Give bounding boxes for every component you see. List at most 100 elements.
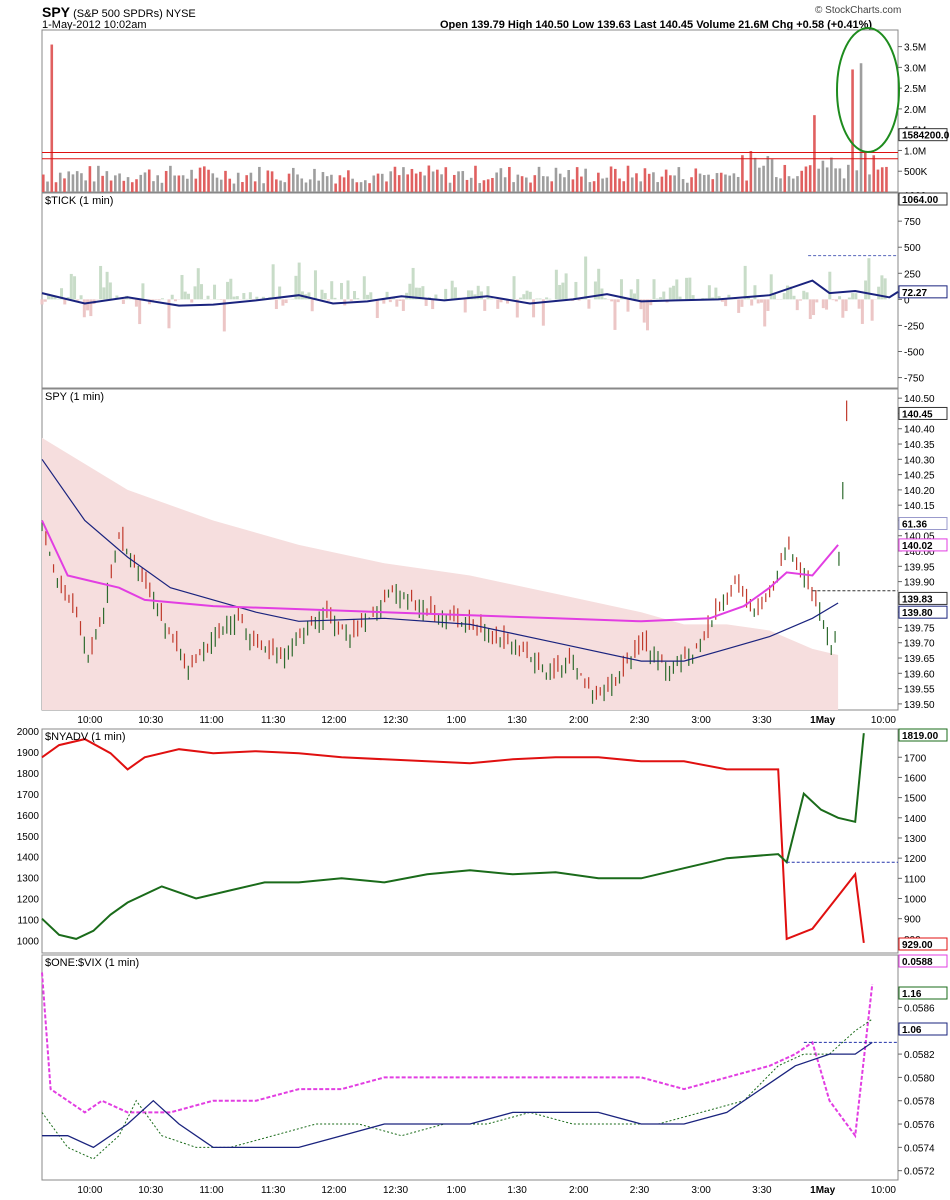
- volume-bar: [431, 171, 435, 192]
- volume-bar: [626, 165, 630, 192]
- chart-symbol-name: (S&P 500 SPDRs): [73, 8, 163, 20]
- stockcharts-brand: © StockCharts.com: [815, 5, 902, 16]
- x-axis-upper-label: 12:00: [321, 715, 346, 726]
- volume-bar: [821, 160, 825, 192]
- volume-bar: [444, 167, 448, 192]
- volume-bar: [406, 174, 409, 192]
- onevix-c-tag-box: [898, 1022, 948, 1036]
- volume-bar: [516, 174, 520, 192]
- volume-bar: [461, 171, 465, 192]
- nyadv-right-tick-label: 1400: [904, 814, 927, 825]
- tick-tick-label: 750: [904, 217, 921, 228]
- spy-tick-label: 139.60: [904, 669, 935, 680]
- volume-bar: [859, 63, 863, 192]
- onevix-tick-label: 0.0580: [904, 1073, 935, 1084]
- spy-ma-d-tag-label: 139.80: [902, 608, 933, 619]
- volume-bar: [766, 156, 770, 192]
- volume-bar: [597, 172, 600, 192]
- onevix-panel-title: $ONE:$VIX (1 min): [45, 957, 139, 969]
- volume-bar: [97, 165, 100, 192]
- volume-bar: [308, 179, 312, 192]
- volume-bar: [42, 174, 45, 192]
- nyadv-left-tick-label: 1900: [17, 748, 40, 759]
- onevix-tick-label: 0.0576: [904, 1120, 935, 1131]
- x-axis-lower-label: 3:00: [691, 1185, 711, 1196]
- volume-bar: [207, 169, 210, 192]
- volume-bar: [613, 168, 617, 192]
- spy-tick-label: 139.90: [904, 578, 935, 589]
- volume-bar: [215, 177, 219, 192]
- tick-last-tag-box: [898, 192, 948, 206]
- volume-bar: [156, 175, 159, 192]
- tick-tick-label: 0: [904, 295, 910, 306]
- volume-bar: [838, 168, 842, 192]
- volume-bar: [452, 174, 456, 192]
- volume-bar: [279, 180, 282, 192]
- nyadv-right-tick-label: 1200: [904, 854, 927, 865]
- volume-bar: [54, 182, 58, 192]
- x-axis-upper-label: 3:00: [691, 715, 711, 726]
- nyadv-top-tag-label: 1819.00: [902, 731, 939, 742]
- volume-bar: [783, 164, 787, 192]
- volume-bar: [796, 176, 799, 192]
- volume-bar: [186, 178, 189, 192]
- volume-bar: [863, 152, 867, 192]
- volume-bar: [876, 169, 880, 192]
- nyadv-left-tick-label: 1400: [17, 853, 40, 864]
- volume-bar: [118, 173, 121, 192]
- volume-bar: [152, 181, 155, 192]
- volume-bar: [334, 183, 337, 192]
- volume-bar: [673, 175, 676, 192]
- onevix-navy-line: [42, 1041, 873, 1149]
- volume-bar: [325, 176, 329, 192]
- x-axis-upper-label: 11:30: [261, 715, 286, 726]
- tick-panel-title: $TICK (1 min): [45, 195, 113, 207]
- volume-tick-label: 500K: [904, 167, 928, 178]
- volume-bar: [147, 169, 151, 192]
- nyadv-right-tick-label: 1600: [904, 773, 927, 784]
- volume-bar: [736, 176, 740, 192]
- spy-ma-c-tag-label: 139.83: [902, 594, 933, 605]
- onevix-a-tag-box: [898, 954, 948, 968]
- spy-tick-label: 140.20: [904, 486, 935, 497]
- volume-bar: [779, 178, 782, 192]
- onevix-c-tag-label: 1.06: [902, 1025, 922, 1036]
- volume-bar: [550, 181, 554, 192]
- volume-bar: [359, 182, 363, 192]
- x-axis-upper-label: 11:00: [199, 715, 224, 726]
- volume-bar: [787, 176, 791, 192]
- volume-bar: [499, 168, 503, 192]
- spy-band-area: [42, 437, 839, 710]
- volume-bar: [266, 170, 270, 192]
- x-axis-lower-label: 10:00: [77, 1185, 102, 1196]
- volume-bar: [92, 181, 96, 192]
- volume-tick-label: 1.0M: [904, 146, 926, 157]
- volume-bar: [639, 181, 643, 192]
- onevix-tick-label: 0.0582: [904, 1050, 935, 1061]
- volume-bar: [825, 167, 829, 192]
- volume-bar: [533, 175, 537, 192]
- tick-tick-label: 500: [904, 243, 921, 254]
- nyadv-green-line: [41, 733, 865, 940]
- onevix-tick-label: 0.0572: [904, 1167, 935, 1178]
- volume-last-tag-label: 1584200.0: [902, 131, 950, 142]
- nyadv-left-tick-label: 2000: [17, 727, 40, 738]
- volume-bar: [880, 167, 884, 192]
- volume-bar: [711, 179, 715, 192]
- volume-bar: [868, 174, 871, 192]
- spy-ma-c-tag-box: [898, 591, 948, 605]
- tick-panel-frame: [41, 192, 899, 389]
- volume-bar: [656, 182, 659, 192]
- volume-bar: [719, 172, 723, 192]
- volume-tick-label: 2.0M: [904, 105, 926, 116]
- volume-bar: [376, 173, 380, 192]
- x-axis-upper-label: 1:30: [507, 715, 527, 726]
- volume-bar: [635, 173, 638, 192]
- onevix-tick-label: 0.0578: [904, 1097, 935, 1108]
- volume-bar: [558, 173, 562, 192]
- volume-bar: [275, 179, 278, 192]
- nyadv-right-tick-label: 900: [904, 915, 921, 926]
- volume-bar: [830, 157, 833, 192]
- spy-tick-label: 139.65: [904, 654, 935, 665]
